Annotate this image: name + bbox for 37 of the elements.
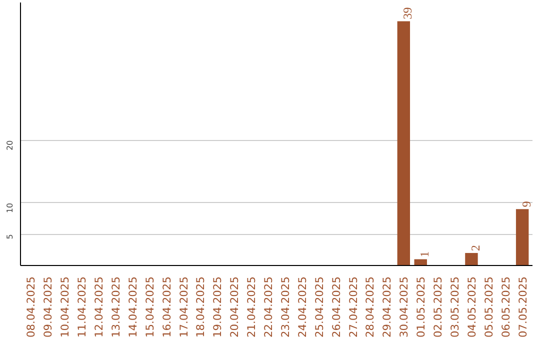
x-tick-label: 14.04.2025	[126, 276, 140, 338]
x-tick-label: 27.04.2025	[346, 276, 360, 338]
x-tick-label: 04.05.2025	[465, 276, 478, 338]
data-label: 39	[400, 7, 415, 20]
x-tick-label: 23.04.2025	[278, 276, 292, 338]
x-tick-label: 16.04.2025	[160, 276, 174, 338]
x-tick-label: 13.04.2025	[109, 276, 122, 338]
x-tick-label: 25.04.2025	[312, 276, 326, 338]
data-label: 1	[418, 251, 432, 258]
x-tick-label: 08.04.2025	[24, 276, 38, 338]
x-tick-label: 10.04.2025	[58, 276, 72, 338]
x-tick-label: 07.05.2025	[516, 276, 530, 338]
x-tick-label: 11.04.2025	[76, 276, 89, 338]
data-label: 2	[468, 244, 482, 251]
x-tick-label: 30.04.2025	[398, 276, 411, 338]
y-tick-label: 20	[6, 140, 14, 150]
x-tick-label: 24.04.2025	[296, 276, 309, 338]
x-tick-label: 20.04.2025	[228, 276, 242, 338]
x-tick-label: 01.05.2025	[414, 276, 428, 338]
x-tick-label: 18.04.2025	[194, 276, 208, 338]
x-tick-label: 26.04.2025	[330, 276, 343, 338]
x-tick-label: 22.04.2025	[262, 276, 276, 338]
data-label: 9	[519, 201, 534, 208]
x-tick-label: 19.04.2025	[211, 276, 224, 338]
x-tick-label: 05.05.2025	[482, 276, 496, 338]
x-tick-label: 17.04.2025	[177, 276, 190, 338]
x-tick-label: 09.04.2025	[42, 276, 55, 338]
x-tick-label: 29.04.2025	[380, 276, 394, 338]
x-tick-label: 06.05.2025	[499, 276, 512, 338]
x-tick-label: 15.04.2025	[143, 276, 156, 338]
y-tick-label: 10	[6, 202, 14, 214]
x-tick-label: 03.05.2025	[448, 276, 462, 338]
x-tick-label: 28.04.2025	[364, 276, 377, 338]
x-tick-label: 02.05.2025	[432, 276, 445, 338]
x-tick-label: 12.04.2025	[92, 276, 106, 338]
x-tick-label: 21.04.2025	[245, 276, 258, 338]
y-tick-label: 5	[6, 234, 14, 240]
